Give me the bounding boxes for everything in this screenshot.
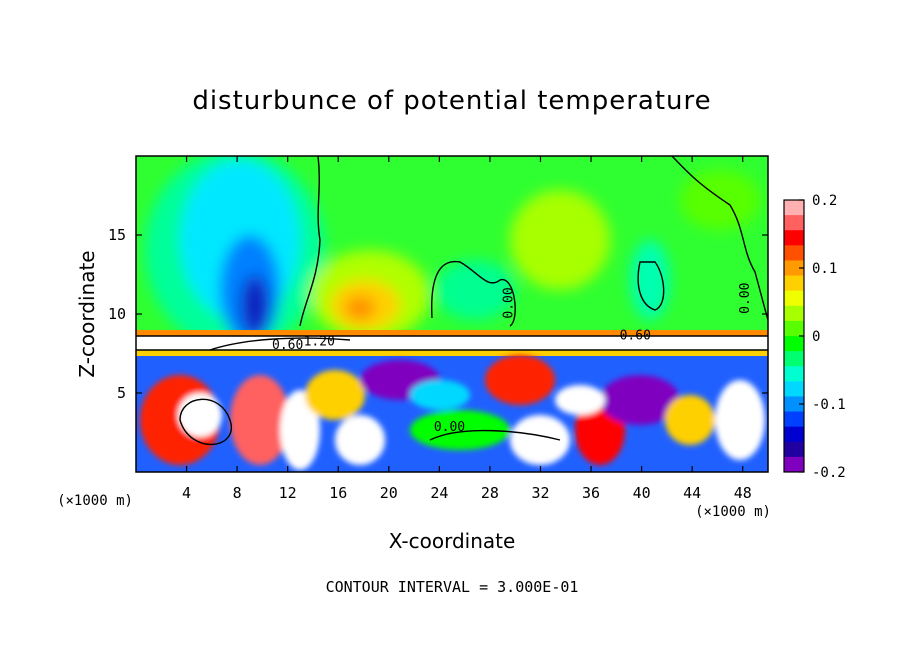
x-axis-label: X-coordinate — [389, 529, 516, 553]
colorbar-swatch — [784, 396, 804, 413]
x-tick-label: 32 — [531, 484, 549, 502]
y-tick-label: 15 — [108, 226, 126, 244]
contour-label: 0.00 — [502, 287, 517, 318]
colorbar-swatch — [784, 320, 804, 337]
contour-label: 1.20 — [304, 335, 335, 350]
colorbar-swatch — [784, 200, 804, 216]
colorbar-swatch — [784, 215, 804, 231]
y-tick-label: 10 — [108, 305, 126, 323]
chart-title: disturbunce of potential temperature — [192, 86, 712, 116]
colorbar-tick-label: -0.2 — [812, 465, 846, 481]
colorbar-swatch — [784, 336, 804, 352]
heatmap-field — [136, 156, 768, 472]
colorbar-swatch — [784, 230, 804, 246]
x-axis: 4 8 12 16 20 24 28 32 36 40 44 48 — [182, 156, 752, 502]
colorbar-swatch — [784, 305, 804, 322]
colorbar-swatch — [784, 456, 804, 473]
colorbar-swatch — [784, 245, 804, 261]
contour-label: 0.60 — [620, 328, 651, 343]
colorbar-swatch — [784, 426, 804, 443]
x-tick-label: 16 — [329, 484, 347, 502]
x-tick-label: 40 — [633, 484, 651, 502]
colorbar-swatch — [784, 290, 804, 307]
colorbar-swatch — [784, 411, 804, 428]
x-tick-label: 12 — [279, 484, 297, 502]
colorbar-tick-label: 0.2 — [812, 193, 837, 209]
colorbar-swatch — [784, 275, 804, 292]
x-tick-label: 24 — [430, 484, 448, 502]
x-tick-label: 4 — [182, 484, 191, 502]
x-unit-right: (×1000 m) — [695, 504, 771, 520]
x-tick-label: 20 — [380, 484, 398, 502]
x-tick-label: 36 — [582, 484, 600, 502]
x-tick-label: 44 — [683, 484, 701, 502]
colorbar-swatch — [784, 381, 804, 397]
y-axis: 5 10 15 — [108, 226, 768, 402]
colorbar-tick-label: -0.1 — [812, 397, 846, 413]
contour-lines — [136, 156, 768, 446]
colorbar: 0.2 0.1 0 -0.1 -0.2 — [783, 193, 846, 481]
contour-label: 0.00 — [738, 283, 753, 314]
x-tick-label: 48 — [734, 484, 752, 502]
contour-label: 0.60 — [272, 338, 303, 353]
colorbar-tick-label: 0 — [812, 329, 820, 345]
colorbar-tick-label: 0.1 — [812, 261, 837, 277]
colorbar-swatch — [784, 366, 804, 382]
colorbar-swatch — [784, 351, 804, 367]
contour-labels: 0.600.601.200.000.00 0.00 — [272, 283, 753, 435]
contour-interval: CONTOUR INTERVAL = 3.000E-01 — [326, 578, 579, 596]
y-tick-label: 5 — [117, 384, 126, 402]
colorbar-swatch — [784, 441, 804, 458]
y-axis-label: Z-coordinate — [75, 250, 99, 377]
contour-label: 0.00 — [434, 420, 465, 435]
x-tick-label: 28 — [481, 484, 499, 502]
colorbar-swatch — [784, 260, 804, 277]
x-tick-label: 8 — [233, 484, 242, 502]
x-unit-left: (×1000 m) — [57, 493, 133, 509]
